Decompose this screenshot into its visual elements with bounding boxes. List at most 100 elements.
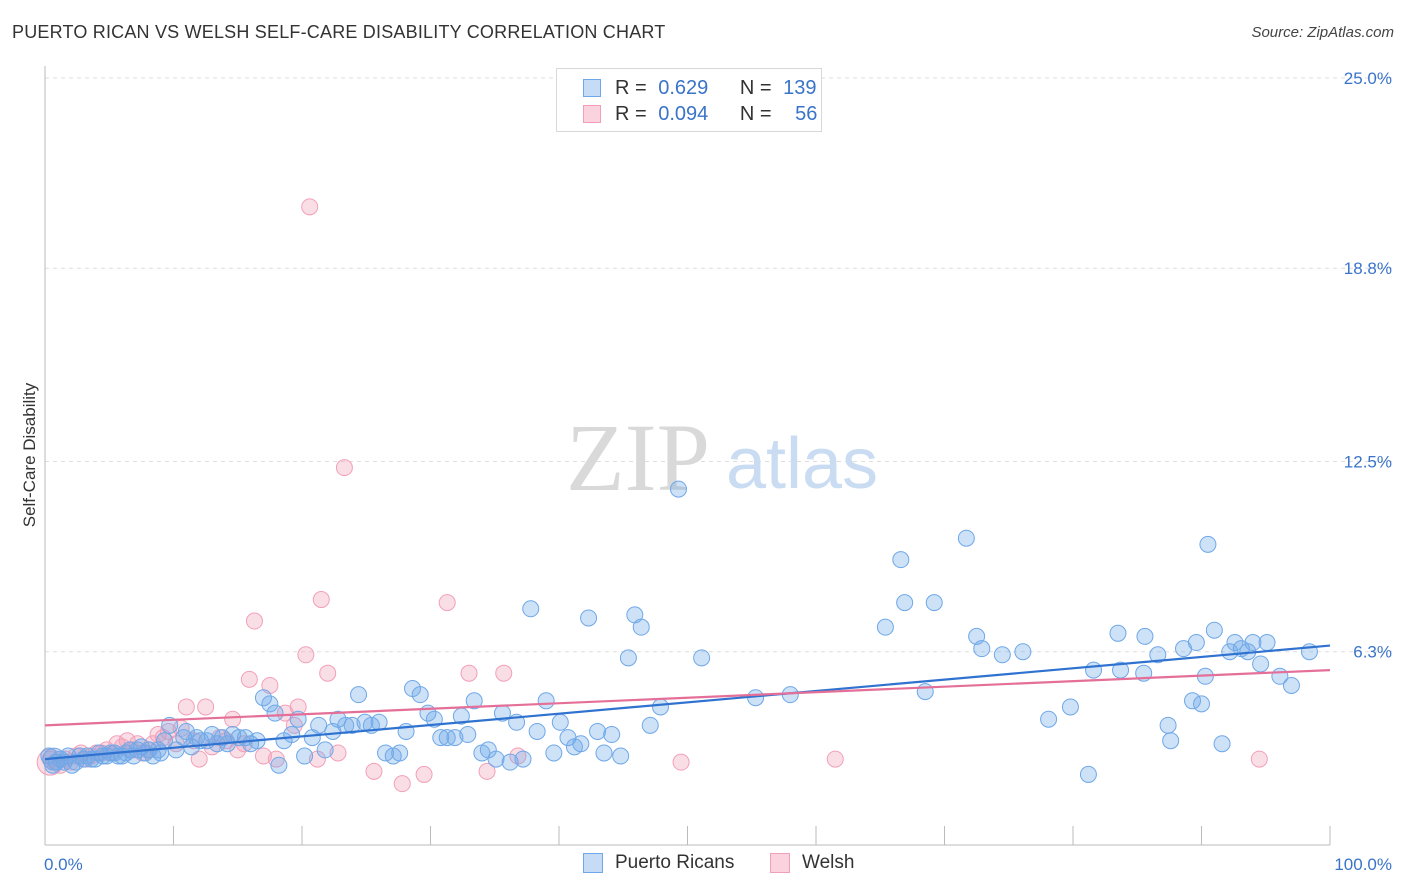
puerto-rican-point <box>343 716 361 734</box>
puerto-rican-point <box>465 692 483 710</box>
puerto-rican-point <box>670 480 688 498</box>
puerto-rican-point <box>316 741 334 759</box>
puerto-rican-point <box>957 529 975 547</box>
puerto-rican-point <box>1205 621 1223 639</box>
welsh-point <box>319 664 337 682</box>
puerto-rican-point <box>266 704 284 722</box>
puerto-rican-point <box>203 726 221 744</box>
welsh-point <box>329 744 347 762</box>
puerto-rican-point <box>283 726 301 744</box>
legend-swatch-puerto-ricans <box>583 853 603 873</box>
watermark-zip: ZIP <box>566 404 710 511</box>
puerto-rican-point <box>1282 676 1300 694</box>
puerto-rican-point <box>391 744 409 762</box>
welsh-point <box>393 775 411 793</box>
welsh-point <box>301 198 319 216</box>
puerto-rican-point <box>1014 643 1032 661</box>
axes <box>44 66 1331 846</box>
x-tick-label: 100.0% <box>1334 855 1392 874</box>
legend-n-value: 56 <box>795 103 818 125</box>
tick-labels: 6.3% 12.5% 18.8% 25.0% 0.0% 100.0% <box>44 69 1392 874</box>
puerto-rican-point <box>892 551 910 569</box>
puerto-rican-point <box>641 716 659 734</box>
puerto-rican-point <box>1136 627 1154 645</box>
puerto-rican-point <box>310 716 328 734</box>
welsh-point <box>224 710 242 728</box>
puerto-rican-point <box>973 640 991 658</box>
puerto-rican-point <box>161 716 179 734</box>
puerto-rican-point <box>993 646 1011 664</box>
puerto-rican-series <box>40 480 1318 783</box>
source-credit: Source: ZipAtlas.com <box>1251 24 1394 41</box>
legend-r-label: R = <box>615 103 647 125</box>
welsh-point <box>1250 750 1268 768</box>
puerto-rican-point <box>896 594 914 612</box>
legend-n-label: N = <box>739 103 772 125</box>
welsh-trend-line <box>44 669 1331 727</box>
puerto-rican-trend-line <box>44 644 1331 761</box>
watermark: ZIP atlas <box>566 404 878 511</box>
puerto-rican-point <box>432 729 450 747</box>
legend-label-puerto-ricans: Puerto Ricans <box>615 852 735 873</box>
puerto-rican-point <box>370 713 388 731</box>
welsh-point <box>297 646 315 664</box>
puerto-rican-point <box>1244 634 1262 652</box>
puerto-rican-point <box>876 618 894 636</box>
puerto-rican-point <box>1252 655 1270 673</box>
welsh-point <box>478 762 496 780</box>
legend-r-label: R = <box>615 77 647 99</box>
x-tick-label: 0.0% <box>44 855 83 874</box>
watermark-atlas: atlas <box>726 424 878 504</box>
legend-swatch-puerto-ricans <box>583 79 601 97</box>
puerto-rican-point <box>1079 765 1097 783</box>
puerto-rican-point <box>580 609 598 627</box>
welsh-point <box>365 762 383 780</box>
puerto-rican-point <box>1159 716 1177 734</box>
gridlines <box>45 77 1392 653</box>
puerto-rican-point <box>528 722 546 740</box>
welsh-point <box>190 750 208 768</box>
puerto-rican-point <box>261 695 279 713</box>
puerto-rican-point <box>1258 634 1276 652</box>
puerto-rican-point <box>1085 661 1103 679</box>
puerto-rican-point <box>603 726 621 744</box>
puerto-rican-point <box>254 689 272 707</box>
puerto-rican-point <box>296 747 314 765</box>
puerto-rican-point <box>1040 710 1058 728</box>
chart-title: PUERTO RICAN VS WELSH SELF-CARE DISABILI… <box>12 22 666 42</box>
puerto-rican-point <box>595 744 613 762</box>
puerto-rican-point <box>537 692 555 710</box>
puerto-rican-point <box>572 735 590 753</box>
welsh-point <box>159 722 177 740</box>
puerto-rican-point <box>446 729 464 747</box>
welsh-point <box>245 612 263 630</box>
y-tick-label: 6.3% <box>1353 643 1392 662</box>
welsh-point <box>312 591 330 609</box>
puerto-rican-point <box>1213 735 1231 753</box>
puerto-rican-point <box>1061 698 1079 716</box>
puerto-rican-point <box>551 713 569 731</box>
welsh-point <box>438 594 456 612</box>
legend-label-welsh: Welsh <box>802 852 855 873</box>
welsh-point <box>240 670 258 688</box>
legend-r-value: 0.629 <box>658 77 709 99</box>
puerto-rican-point <box>177 722 195 740</box>
puerto-rican-point <box>459 726 477 744</box>
y-tick-label: 25.0% <box>1344 69 1392 88</box>
puerto-rican-point <box>652 698 670 716</box>
puerto-rican-point <box>916 683 934 701</box>
puerto-rican-point <box>693 649 711 667</box>
trend-lines <box>44 644 1331 761</box>
legend-r-value: 0.094 <box>658 103 709 125</box>
puerto-rican-point <box>350 686 368 704</box>
y-tick-label: 18.8% <box>1344 259 1392 278</box>
puerto-rican-point <box>270 756 288 774</box>
puerto-rican-point <box>612 747 630 765</box>
legend-n-label: N = <box>739 77 772 99</box>
puerto-rican-point <box>589 722 607 740</box>
puerto-rican-point <box>1199 535 1217 553</box>
welsh-point <box>335 459 353 477</box>
welsh-point <box>149 726 167 744</box>
puerto-rican-point <box>487 750 505 768</box>
